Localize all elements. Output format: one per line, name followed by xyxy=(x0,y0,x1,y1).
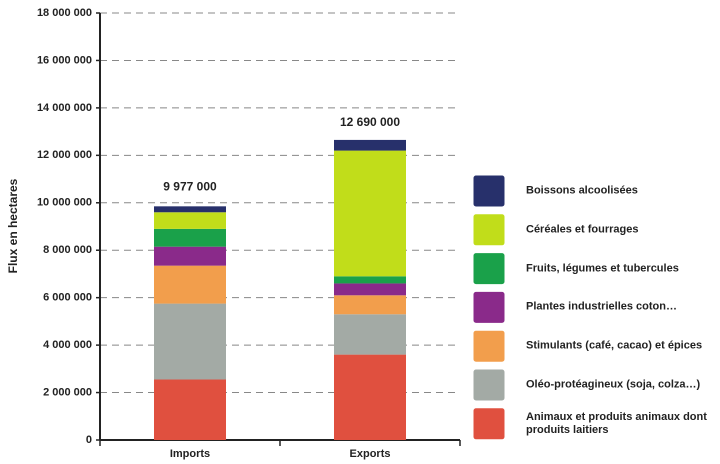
y-tick-label: 2 000 000 xyxy=(43,386,92,398)
y-tick-label: 8 000 000 xyxy=(43,244,92,256)
legend-label: Oléo-protéagineux (soja, colza…) xyxy=(526,378,701,391)
y-tick-label: 18 000 000 xyxy=(37,7,92,19)
legend-label: Plantes industrielles coton… xyxy=(526,300,677,313)
y-tick-label: 16 000 000 xyxy=(37,54,92,66)
bar-segment xyxy=(154,379,226,440)
legend-label: Fruits, légumes et tubercules xyxy=(526,262,679,275)
legend-label: Animaux et produits animaux dont produit… xyxy=(526,410,707,436)
x-tick-label: Exports xyxy=(350,448,391,460)
bar-segment xyxy=(334,276,406,284)
legend-swatch xyxy=(472,213,506,247)
bar-segment xyxy=(154,246,226,266)
bar-segment xyxy=(154,228,226,247)
legend-label: Boissons alcoolisées xyxy=(526,184,638,197)
total-label: 12 690 000 xyxy=(340,115,400,129)
bar-segment xyxy=(334,139,406,151)
y-tick-label: 14 000 000 xyxy=(37,102,92,114)
y-tick-label: 0 xyxy=(86,434,92,446)
y-tick-label: 12 000 000 xyxy=(37,149,92,161)
legend-swatch xyxy=(472,174,506,208)
bar-segment xyxy=(334,354,406,440)
legend-label: Céréales et fourrages xyxy=(526,223,639,236)
legend-swatch xyxy=(472,407,506,441)
y-tick-label: 6 000 000 xyxy=(43,292,92,304)
bar-segment xyxy=(154,206,226,213)
bar-segment xyxy=(154,212,226,229)
bar-segment xyxy=(154,265,226,304)
bar-segment xyxy=(334,283,406,296)
bar-segment xyxy=(334,150,406,277)
bar-segment xyxy=(334,314,406,355)
bar-segment xyxy=(154,303,226,380)
y-axis-label: Flux en hectares xyxy=(6,178,20,273)
legend-swatch xyxy=(472,252,506,286)
legend-swatch xyxy=(472,329,506,363)
legend-label: Stimulants (café, cacao) et épices xyxy=(526,339,703,352)
y-tick-label: 10 000 000 xyxy=(37,197,92,209)
bar-segment xyxy=(334,295,406,315)
legend-swatch xyxy=(472,368,506,402)
legend-swatch xyxy=(472,290,506,324)
y-tick-label: 4 000 000 xyxy=(43,339,92,351)
total-label: 9 977 000 xyxy=(163,179,217,193)
x-tick-label: Imports xyxy=(170,448,210,460)
